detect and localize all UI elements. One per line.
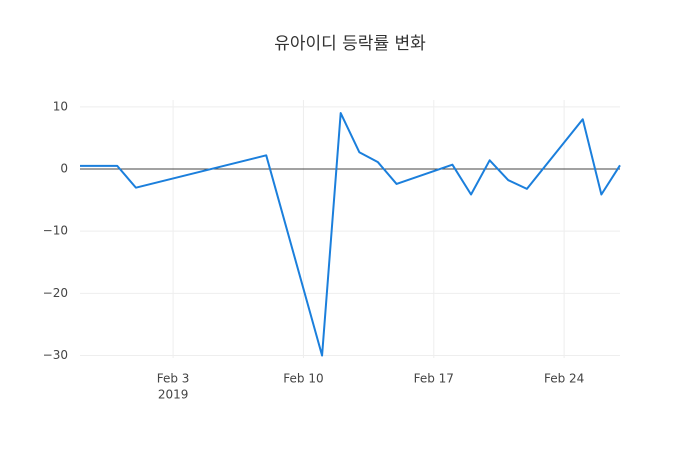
y-tick-label: −20 xyxy=(43,286,68,300)
x-tick-label: 2019 xyxy=(158,388,189,402)
x-tick-label: Feb 24 xyxy=(544,372,584,386)
x-tick-label: Feb 17 xyxy=(414,372,454,386)
y-tick-label: −30 xyxy=(43,348,68,362)
chart-title: 유아이디 등락률 변화 xyxy=(274,34,426,54)
y-tick-label: −10 xyxy=(43,224,68,238)
y-tick-label: 10 xyxy=(53,99,68,113)
y-tick-label: 0 xyxy=(60,162,68,176)
x-tick-label: Feb 3 xyxy=(157,372,190,386)
x-tick-label: Feb 10 xyxy=(283,372,323,386)
line-series xyxy=(80,112,621,357)
